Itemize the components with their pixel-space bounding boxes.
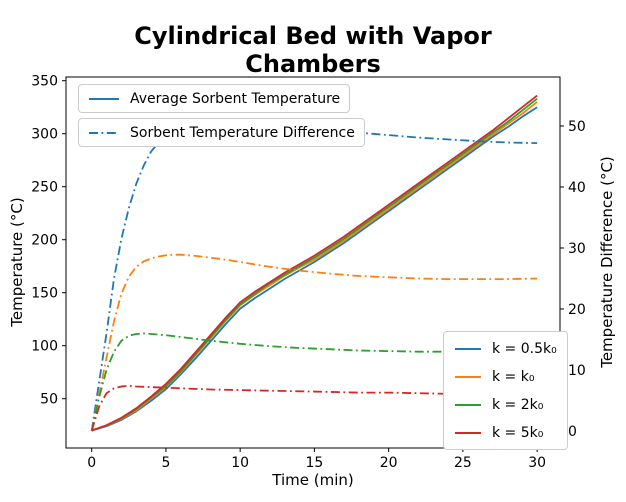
legend-item: k = 5k₀ (454, 422, 557, 443)
y-right-tick-label: 30 (568, 241, 586, 257)
y-left-tick-label: 200 (31, 233, 58, 249)
curve (90, 384, 538, 432)
y-left-tick-label: 300 (31, 127, 58, 143)
chart-title: Cylindrical Bed with Vapor Chambers (134, 22, 492, 78)
x-tick-label: 30 (528, 455, 546, 471)
x-tick-label: 25 (454, 455, 472, 471)
x-tick-label: 5 (161, 455, 170, 471)
legend-frame: Average Sorbent Temperature (78, 84, 351, 113)
legend-item: k = 2k₀ (454, 394, 557, 415)
solid-line-sample-icon (455, 431, 481, 434)
y-left-tick-label: 150 (31, 286, 58, 302)
y-right-tick-label: 20 (568, 302, 586, 318)
legend-item: k = k₀ (454, 366, 557, 387)
x-tick-label: 0 (87, 455, 96, 471)
y-axis-label-left: Temperature (°C) (8, 197, 26, 327)
legend-item: Sorbent Temperature Difference (88, 122, 355, 143)
legend-label: Average Sorbent Temperature (130, 90, 341, 107)
plot-border (65, 76, 561, 449)
tick-labels: 0 5 10 15 20 25 30 50 100 150 200 250 300 350 0 10 20 30 4… (31, 74, 586, 471)
solid-line-sample-icon (455, 375, 481, 378)
solid-line-sample-icon (89, 97, 119, 100)
legend-label: k = 0.5k₀ (492, 340, 557, 357)
x-tick-label: 20 (380, 455, 398, 471)
y-right-tick-label: 0 (568, 424, 577, 440)
x-tick-label: 15 (305, 455, 323, 471)
solid-line-sample-icon (455, 347, 481, 350)
y-left-tick-label: 350 (31, 74, 58, 90)
y-right-tick-label: 50 (568, 119, 586, 135)
curve (90, 253, 538, 432)
legend-label: Sorbent Temperature Difference (130, 124, 355, 141)
y-right-tick-label: 10 (568, 363, 586, 379)
y-right-tick-label: 40 (568, 180, 586, 196)
curve (90, 332, 538, 432)
legend-frame: Sorbent Temperature Difference (78, 118, 365, 147)
y-left-tick-label: 250 (31, 180, 58, 196)
legend-label: k = 2k₀ (492, 396, 544, 413)
dashdot-line-sample-icon (89, 131, 119, 134)
y-left-tick-label: 100 (31, 339, 58, 355)
legend-item: k = 0.5k₀ (454, 338, 557, 359)
legend-item: Average Sorbent Temperature (88, 88, 340, 109)
x-axis-label: Time (min) (272, 471, 354, 489)
solid-line-sample-icon (455, 403, 481, 406)
y-left-tick-label: 50 (40, 392, 58, 408)
curve (91, 97, 538, 432)
legend-label: k = 5k₀ (492, 424, 544, 441)
curve (91, 106, 538, 432)
y-axis-label-right: Temperature Difference (°C) (598, 156, 616, 368)
legend-conductivity: k = 0.5k₀ k = k₀ k = 2k₀ k = 5k₀ (443, 331, 568, 450)
curve (91, 94, 538, 432)
legend-temperature: Average Sorbent Temperature Sorbent Tempe… (78, 84, 365, 147)
legend-label: k = k₀ (492, 368, 535, 385)
x-tick-label: 10 (231, 455, 249, 471)
